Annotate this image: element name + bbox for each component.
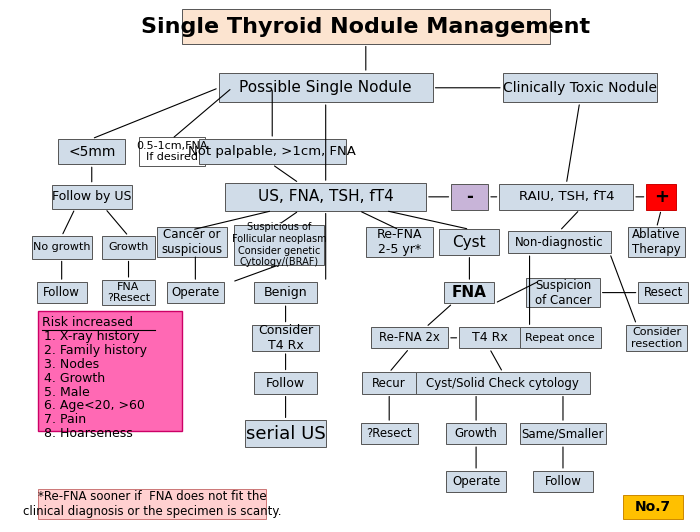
Text: Cancer or
suspicious: Cancer or suspicious bbox=[162, 228, 223, 256]
Text: Operate: Operate bbox=[172, 286, 220, 299]
FancyBboxPatch shape bbox=[518, 327, 601, 348]
FancyBboxPatch shape bbox=[254, 372, 317, 394]
Text: 2. Family history: 2. Family history bbox=[43, 344, 146, 357]
Text: 1. X-ray history: 1. X-ray history bbox=[43, 330, 139, 343]
FancyBboxPatch shape bbox=[508, 231, 611, 253]
Text: 7. Pain: 7. Pain bbox=[43, 413, 86, 426]
FancyBboxPatch shape bbox=[38, 489, 265, 519]
Text: Cyst: Cyst bbox=[453, 235, 486, 250]
Text: Ablative
Therapy: Ablative Therapy bbox=[632, 228, 681, 256]
Text: Benign: Benign bbox=[264, 286, 307, 299]
FancyBboxPatch shape bbox=[182, 10, 550, 44]
FancyBboxPatch shape bbox=[363, 372, 416, 394]
Text: No.7: No.7 bbox=[635, 500, 671, 514]
FancyBboxPatch shape bbox=[459, 327, 519, 348]
FancyBboxPatch shape bbox=[444, 282, 494, 303]
Text: 3. Nodes: 3. Nodes bbox=[43, 358, 99, 371]
FancyBboxPatch shape bbox=[646, 184, 676, 210]
FancyBboxPatch shape bbox=[38, 311, 182, 431]
FancyBboxPatch shape bbox=[102, 280, 155, 305]
FancyBboxPatch shape bbox=[626, 325, 687, 351]
Text: <5mm: <5mm bbox=[68, 145, 116, 159]
Text: T4 Rx: T4 Rx bbox=[472, 331, 507, 344]
Text: Risk increased: Risk increased bbox=[41, 317, 132, 329]
Text: Cyst/Solid Check cytology: Cyst/Solid Check cytology bbox=[426, 377, 580, 389]
FancyBboxPatch shape bbox=[371, 327, 448, 348]
FancyBboxPatch shape bbox=[451, 184, 488, 210]
Text: Possible Single Nodule: Possible Single Nodule bbox=[239, 80, 412, 95]
Text: Suspicious of
Follicular neoplasm
Consider genetic
Cytology/(BRAF): Suspicious of Follicular neoplasm Consid… bbox=[232, 222, 326, 267]
Text: Non-diagnostic: Non-diagnostic bbox=[515, 236, 604, 248]
Text: 8. Hoarseness: 8. Hoarseness bbox=[43, 427, 132, 440]
FancyBboxPatch shape bbox=[58, 139, 125, 164]
FancyBboxPatch shape bbox=[416, 372, 589, 394]
Text: FNA: FNA bbox=[452, 285, 486, 300]
Text: Resect: Resect bbox=[643, 286, 683, 299]
Text: Growth: Growth bbox=[454, 427, 498, 440]
Text: Follow: Follow bbox=[266, 377, 305, 389]
FancyBboxPatch shape bbox=[254, 282, 317, 303]
Text: Suspicion
of Cancer: Suspicion of Cancer bbox=[535, 279, 591, 306]
Text: Follow: Follow bbox=[43, 286, 80, 299]
Text: Repeat once: Repeat once bbox=[525, 333, 594, 343]
Text: Not palpable, >1cm, FNA: Not palpable, >1cm, FNA bbox=[188, 145, 356, 158]
FancyBboxPatch shape bbox=[503, 73, 657, 103]
Text: Re-FNA 2x: Re-FNA 2x bbox=[379, 331, 440, 344]
FancyBboxPatch shape bbox=[157, 228, 227, 256]
FancyBboxPatch shape bbox=[446, 471, 506, 492]
Text: US, FNA, TSH, fT4: US, FNA, TSH, fT4 bbox=[258, 189, 393, 204]
FancyBboxPatch shape bbox=[623, 495, 683, 519]
FancyBboxPatch shape bbox=[638, 282, 688, 303]
FancyBboxPatch shape bbox=[32, 236, 92, 259]
FancyBboxPatch shape bbox=[36, 282, 87, 303]
Text: Follow: Follow bbox=[545, 475, 582, 488]
Text: No growth: No growth bbox=[33, 243, 90, 252]
FancyBboxPatch shape bbox=[500, 184, 634, 210]
FancyBboxPatch shape bbox=[139, 137, 205, 166]
FancyBboxPatch shape bbox=[628, 228, 685, 256]
FancyBboxPatch shape bbox=[526, 278, 600, 307]
Text: 5. Male: 5. Male bbox=[43, 386, 90, 398]
Text: 6. Age<20, >60: 6. Age<20, >60 bbox=[43, 400, 144, 412]
FancyBboxPatch shape bbox=[234, 225, 324, 264]
Text: ?Resect: ?Resect bbox=[366, 427, 412, 440]
Text: Single Thyroid Nodule Management: Single Thyroid Nodule Management bbox=[141, 16, 590, 37]
FancyBboxPatch shape bbox=[366, 228, 433, 256]
Text: *Re-FNA sooner if  FNA does not fit the
clinical diagnosis or the specimen is sc: *Re-FNA sooner if FNA does not fit the c… bbox=[22, 490, 281, 518]
Text: Recur: Recur bbox=[372, 377, 406, 389]
FancyBboxPatch shape bbox=[102, 236, 155, 259]
Text: -: - bbox=[466, 188, 473, 206]
FancyBboxPatch shape bbox=[246, 420, 326, 447]
FancyBboxPatch shape bbox=[52, 185, 132, 209]
FancyBboxPatch shape bbox=[199, 139, 346, 164]
Text: Re-FNA
2-5 yr*: Re-FNA 2-5 yr* bbox=[377, 228, 422, 256]
FancyBboxPatch shape bbox=[219, 73, 433, 103]
Text: 0.5-1cm,FNA
If desired: 0.5-1cm,FNA If desired bbox=[136, 141, 208, 162]
Text: RAIU, TSH, fT4: RAIU, TSH, fT4 bbox=[519, 190, 614, 203]
Text: Clinically Toxic Nodule: Clinically Toxic Nodule bbox=[503, 81, 657, 95]
FancyBboxPatch shape bbox=[533, 471, 593, 492]
Text: Consider
resection: Consider resection bbox=[631, 327, 682, 348]
FancyBboxPatch shape bbox=[167, 282, 224, 303]
FancyBboxPatch shape bbox=[252, 325, 319, 351]
Text: serial US: serial US bbox=[246, 425, 326, 443]
FancyBboxPatch shape bbox=[225, 183, 426, 211]
FancyBboxPatch shape bbox=[446, 423, 506, 444]
Text: 4. Growth: 4. Growth bbox=[43, 372, 105, 385]
Text: +: + bbox=[654, 188, 668, 206]
Text: Growth: Growth bbox=[108, 243, 148, 252]
Text: FNA
?Resect: FNA ?Resect bbox=[107, 282, 150, 303]
FancyBboxPatch shape bbox=[360, 423, 418, 444]
Text: Operate: Operate bbox=[452, 475, 500, 488]
Text: Same/Smaller: Same/Smaller bbox=[522, 427, 604, 440]
FancyBboxPatch shape bbox=[519, 423, 606, 444]
Text: Consider
T4 Rx: Consider T4 Rx bbox=[258, 324, 313, 352]
Text: Follow by US: Follow by US bbox=[52, 190, 132, 203]
FancyBboxPatch shape bbox=[440, 229, 500, 255]
